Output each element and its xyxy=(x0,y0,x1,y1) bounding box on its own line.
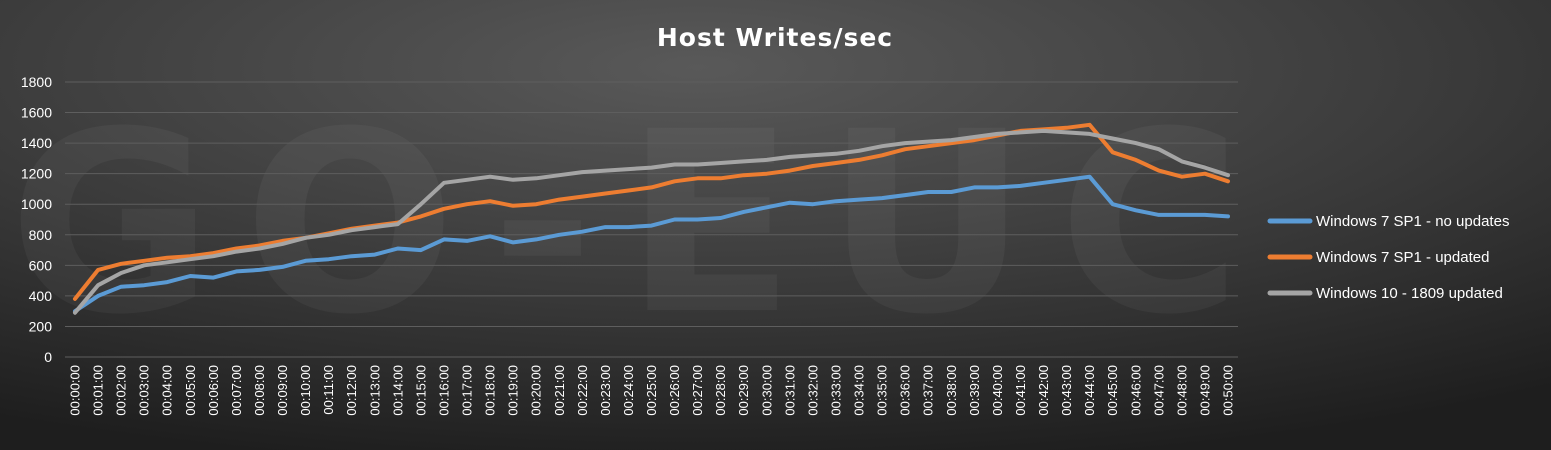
x-tick-label: 00:19:00 xyxy=(506,365,521,416)
x-tick-label: 00:47:00 xyxy=(1151,365,1166,416)
series-line-windows-10-1809-updated xyxy=(73,128,1230,315)
y-tick-label: 1400 xyxy=(21,135,52,151)
x-tick-label: 00:21:00 xyxy=(552,365,567,416)
y-tick-label: 600 xyxy=(29,257,53,273)
x-tick-label: 00:30:00 xyxy=(759,365,774,416)
x-tick-label: 00:11:00 xyxy=(321,365,336,415)
x-tick-label: 00:18:00 xyxy=(483,365,498,416)
x-tick-label: 00:13:00 xyxy=(367,365,382,416)
x-tick-label: 00:42:00 xyxy=(1036,365,1051,416)
y-tick-label: 1200 xyxy=(21,166,52,182)
x-tick-label: 00:50:00 xyxy=(1221,365,1236,416)
x-tick-label: 00:15:00 xyxy=(413,365,428,416)
x-tick-label: 00:22:00 xyxy=(575,365,590,416)
x-tick-label: 00:33:00 xyxy=(828,365,843,416)
x-tick-label: 00:20:00 xyxy=(529,365,544,416)
chart-title: Host Writes/sec xyxy=(657,23,893,52)
x-tick-label: 00:26:00 xyxy=(667,365,682,416)
x-tick-label: 00:40:00 xyxy=(990,365,1005,416)
x-tick-label: 00:43:00 xyxy=(1059,365,1074,416)
watermark-text: GO-EUC xyxy=(8,78,1271,369)
legend-label: Windows 7 SP1 - updated xyxy=(1316,249,1489,266)
x-tick-label: 00:12:00 xyxy=(344,365,359,416)
y-tick-label: 1000 xyxy=(21,196,52,212)
series-lines xyxy=(73,122,1230,315)
x-tick-label: 00:35:00 xyxy=(875,365,890,416)
x-tick-label: 00:23:00 xyxy=(598,365,613,416)
x-tick-label: 00:37:00 xyxy=(921,365,936,416)
x-tick-label: 00:05:00 xyxy=(183,365,198,416)
y-tick-label: 800 xyxy=(29,227,53,243)
y-tick-label: 1600 xyxy=(21,105,52,121)
x-tick-label: 00:45:00 xyxy=(1105,365,1120,416)
x-tick-label: 00:09:00 xyxy=(275,365,290,416)
y-axis-tick-labels: 0 200 400 600 800 1000 1200 1400 1600 1800 xyxy=(21,74,52,365)
x-tick-label: 00:00:00 xyxy=(68,365,83,416)
x-tick-label: 00:48:00 xyxy=(1174,365,1189,416)
x-tick-label: 00:49:00 xyxy=(1197,365,1212,416)
x-tick-label: 00:34:00 xyxy=(852,365,867,416)
x-tick-label: 00:04:00 xyxy=(160,365,175,416)
x-tick-label: 00:36:00 xyxy=(898,365,913,416)
x-tick-label: 00:01:00 xyxy=(91,365,106,416)
series-line-windows-7-sp1-no-updates xyxy=(73,174,1230,314)
y-tick-label: 0 xyxy=(44,349,52,365)
x-tick-label: 00:39:00 xyxy=(967,365,982,416)
x-tick-label: 00:24:00 xyxy=(621,365,636,416)
x-tick-label: 00:27:00 xyxy=(690,365,705,416)
x-tick-label: 00:41:00 xyxy=(1013,365,1028,416)
x-tick-label: 00:31:00 xyxy=(782,365,797,416)
legend: Windows 7 SP1 - no updates Windows 7 SP1 … xyxy=(1267,213,1509,302)
x-tick-label: 00:32:00 xyxy=(805,365,820,416)
y-tick-label: 400 xyxy=(29,288,53,304)
x-tick-label: 00:08:00 xyxy=(252,365,267,416)
x-tick-label: 00:46:00 xyxy=(1128,365,1143,416)
y-tick-label: 200 xyxy=(29,318,53,334)
x-tick-label: 00:03:00 xyxy=(137,365,152,416)
x-axis-tick-labels: 00:00:00 00:01:00 00:02:00 00:03:00 00:04:00… xyxy=(68,365,1236,416)
x-tick-label: 00:38:00 xyxy=(944,365,959,416)
x-tick-label: 00:07:00 xyxy=(229,365,244,416)
x-tick-label: 00:29:00 xyxy=(736,365,751,416)
x-tick-label: 00:16:00 xyxy=(436,365,451,416)
legend-label: Windows 10 - 1809 updated xyxy=(1316,285,1503,302)
x-tick-label: 00:25:00 xyxy=(644,365,659,416)
x-tick-label: 00:02:00 xyxy=(114,365,129,416)
x-tick-label: 00:17:00 xyxy=(460,365,475,416)
x-tick-label: 00:10:00 xyxy=(298,365,313,416)
x-tick-label: 00:06:00 xyxy=(206,365,221,416)
legend-label: Windows 7 SP1 - no updates xyxy=(1316,213,1509,230)
gridlines xyxy=(65,81,1238,358)
x-tick-label: 00:28:00 xyxy=(713,365,728,416)
x-tick-label: 00:44:00 xyxy=(1082,365,1097,416)
x-tick-label: 00:14:00 xyxy=(390,365,405,416)
y-tick-label: 1800 xyxy=(21,74,52,90)
